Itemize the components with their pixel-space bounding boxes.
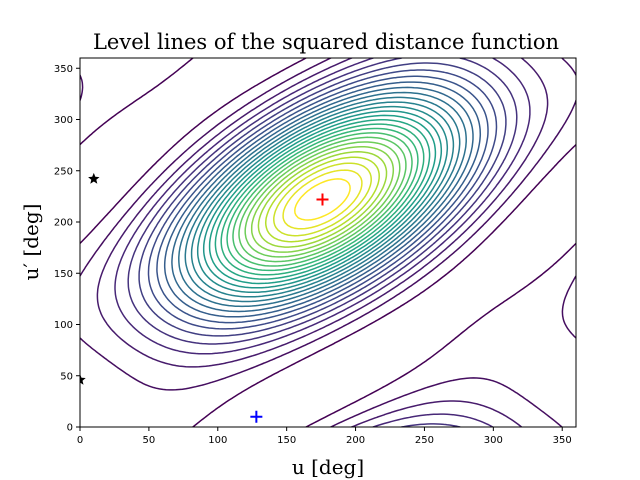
contour-level-line xyxy=(214,119,431,280)
contour-level-line xyxy=(127,58,518,427)
contour-lines xyxy=(80,58,576,427)
contour-level-line xyxy=(178,91,467,308)
contour-level-line xyxy=(244,141,401,258)
contour-level-line xyxy=(156,75,489,324)
contour-level-line xyxy=(273,162,372,237)
x-tick-label: 0 xyxy=(77,435,83,446)
contour-level-line xyxy=(138,62,507,337)
chart-title: Level lines of the squared distance func… xyxy=(93,30,559,54)
contour-level-line xyxy=(184,96,461,303)
x-tick-label: 100 xyxy=(208,435,227,446)
contour-level-line xyxy=(196,105,449,294)
y-tick-label: 250 xyxy=(54,166,73,177)
y-tick-label: 300 xyxy=(54,115,73,126)
x-axis-ticks: 0 50 100 150 200 250 300 350 xyxy=(77,427,572,446)
x-tick-label: 200 xyxy=(346,435,365,446)
contour-level-line xyxy=(80,58,576,427)
x-tick-label: 50 xyxy=(143,435,156,446)
markers xyxy=(80,172,329,423)
critical-point-star xyxy=(88,172,100,184)
y-tick-label: 350 xyxy=(54,64,73,75)
contour-level-line xyxy=(163,81,482,318)
x-tick-label: 350 xyxy=(553,435,572,446)
x-tick-label: 300 xyxy=(484,435,503,446)
minimum-marker xyxy=(250,410,263,423)
y-tick-label: 50 xyxy=(60,371,73,382)
contour-level-line xyxy=(257,151,388,248)
y-axis-ticks: 0 50 100 150 200 250 300 350 xyxy=(54,64,80,434)
y-axis-label: u′ [deg] xyxy=(19,204,43,281)
x-tick-label: 250 xyxy=(415,435,434,446)
contour-level-line xyxy=(147,69,498,330)
contour-level-line xyxy=(226,127,419,272)
contour-level-line xyxy=(250,145,395,253)
maximum-marker xyxy=(316,193,329,206)
x-axis-label: u [deg] xyxy=(292,455,364,479)
y-tick-label: 100 xyxy=(54,320,73,331)
critical-point-star xyxy=(80,373,86,385)
y-tick-label: 150 xyxy=(54,269,73,280)
contour-level-line xyxy=(114,58,531,427)
contour-level-line xyxy=(264,156,380,243)
contour-level-line xyxy=(232,132,413,267)
y-tick-label: 0 xyxy=(67,423,73,434)
contour-level-line xyxy=(171,86,474,313)
contour-level-line xyxy=(220,123,425,276)
contour-level-line xyxy=(208,114,437,285)
plot-frame xyxy=(79,57,577,428)
contour-level-line xyxy=(238,136,407,263)
contour-level-line xyxy=(202,110,443,289)
x-tick-label: 150 xyxy=(277,435,296,446)
y-tick-label: 200 xyxy=(54,218,73,229)
contour-level-line xyxy=(190,101,455,298)
contour-level-line xyxy=(294,178,351,221)
contour-level-line xyxy=(282,169,363,230)
